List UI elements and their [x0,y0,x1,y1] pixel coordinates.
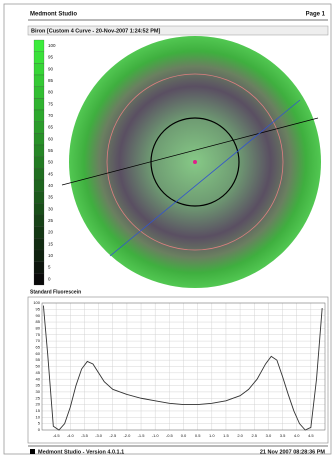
y-tick-label: 15 [36,408,41,413]
scale-label: 70 [48,113,54,118]
scale-label: 30 [48,206,54,211]
y-tick-label: 60 [36,351,41,356]
y-tick-label: 65 [36,345,41,350]
x-tick-label: -0.5 [166,433,174,438]
graph-frame [28,297,328,443]
scale-swatch [34,52,44,64]
x-tick-label: 1.5 [223,433,229,438]
app-icon [30,449,35,454]
x-tick-label: -1.5 [138,433,146,438]
y-tick-label: 85 [36,319,41,324]
app-name: Medmont Studio [30,12,77,18]
x-tick-label: 4.0 [294,433,300,438]
apex [193,160,197,164]
scale-swatch [34,133,44,145]
scale-label: 60 [48,136,54,141]
scale-swatch [34,215,44,227]
scale-swatch [34,227,44,239]
scale-swatch [34,145,44,157]
x-tick-label: 1.0 [209,433,215,438]
x-tick-label: -2.5 [109,433,117,438]
scale-swatch [34,122,44,134]
scale-label: 55 [48,148,54,153]
scale-swatch [34,250,44,262]
scale-label: 90 [48,66,54,71]
scale-label: 80 [48,90,54,95]
y-tick-label: 25 [36,395,41,400]
scale-label: 50 [48,160,54,165]
footer-date: 21 Nov 2007 08:28:36 PM [260,449,326,455]
y-tick-label: 55 [36,357,41,362]
scale-label: 100 [48,43,56,48]
page-number: Page 1 [306,12,326,18]
scale-swatch [34,75,44,87]
scale-swatch [34,40,44,52]
x-tick-label: -3.0 [95,433,103,438]
scale-label: 40 [48,183,54,188]
x-tick-label: 2.5 [251,433,257,438]
x-tick-label: -4.0 [67,433,75,438]
scale-label: 15 [48,241,54,246]
y-tick-label: 100 [33,300,40,305]
x-tick-label: 0.5 [195,433,201,438]
scale-swatch [34,180,44,192]
scale-label: 45 [48,171,54,176]
x-tick-label: 2.0 [237,433,243,438]
scale-swatch [34,238,44,250]
scale-swatch [34,262,44,274]
x-tick-label: 0.0 [181,433,187,438]
x-tick-label: -2.0 [123,433,131,438]
exam-title: Biron [Custom 4 Curve - 20-Nov-2007 1:24… [31,28,160,34]
x-tick-label: 3.0 [266,433,272,438]
x-tick-label: -1.0 [152,433,160,438]
y-tick-label: 80 [36,325,41,330]
y-tick-label: 90 [36,313,41,318]
y-tick-label: 95 [36,306,41,311]
y-tick-label: 10 [36,414,41,419]
footer-version: Medmont Studio - Version 4.0.1.1 [38,449,124,455]
scale-swatch [34,87,44,99]
scale-label: 65 [48,125,54,130]
x-tick-label: 3.5 [280,433,286,438]
profile-title: Standard Fluorescein [30,289,81,295]
y-tick-label: 75 [36,332,41,337]
scale-label: 20 [48,230,54,235]
y-tick-label: 50 [36,364,41,369]
y-tick-label: 30 [36,389,41,394]
y-tick-label: 20 [36,402,41,407]
scale-label: 75 [48,101,54,106]
scale-label: 25 [48,218,54,223]
scale-label: 35 [48,195,54,200]
scale-swatch [34,63,44,75]
scale-swatch [34,98,44,110]
page: Medmont Studio Page 1 Biron [Custom 4 Cu… [0,0,335,458]
scale-swatch [34,203,44,215]
scale-swatch [34,273,44,285]
x-tick-label: -4.5 [53,433,61,438]
report: Medmont Studio Page 1 Biron [Custom 4 Cu… [0,0,335,458]
scale-label: 85 [48,78,54,83]
scale-swatch [34,110,44,122]
y-tick-label: 45 [36,370,41,375]
y-tick-label: 40 [36,376,41,381]
y-tick-label: 70 [36,338,41,343]
scale-swatch [34,168,44,180]
scale-label: 95 [48,55,54,60]
scale-swatch [34,192,44,204]
x-tick-label: 4.5 [308,433,314,438]
y-tick-label: 35 [36,383,41,388]
x-tick-label: -3.5 [81,433,89,438]
scale-swatch [34,157,44,169]
scale-label: 10 [48,253,54,258]
